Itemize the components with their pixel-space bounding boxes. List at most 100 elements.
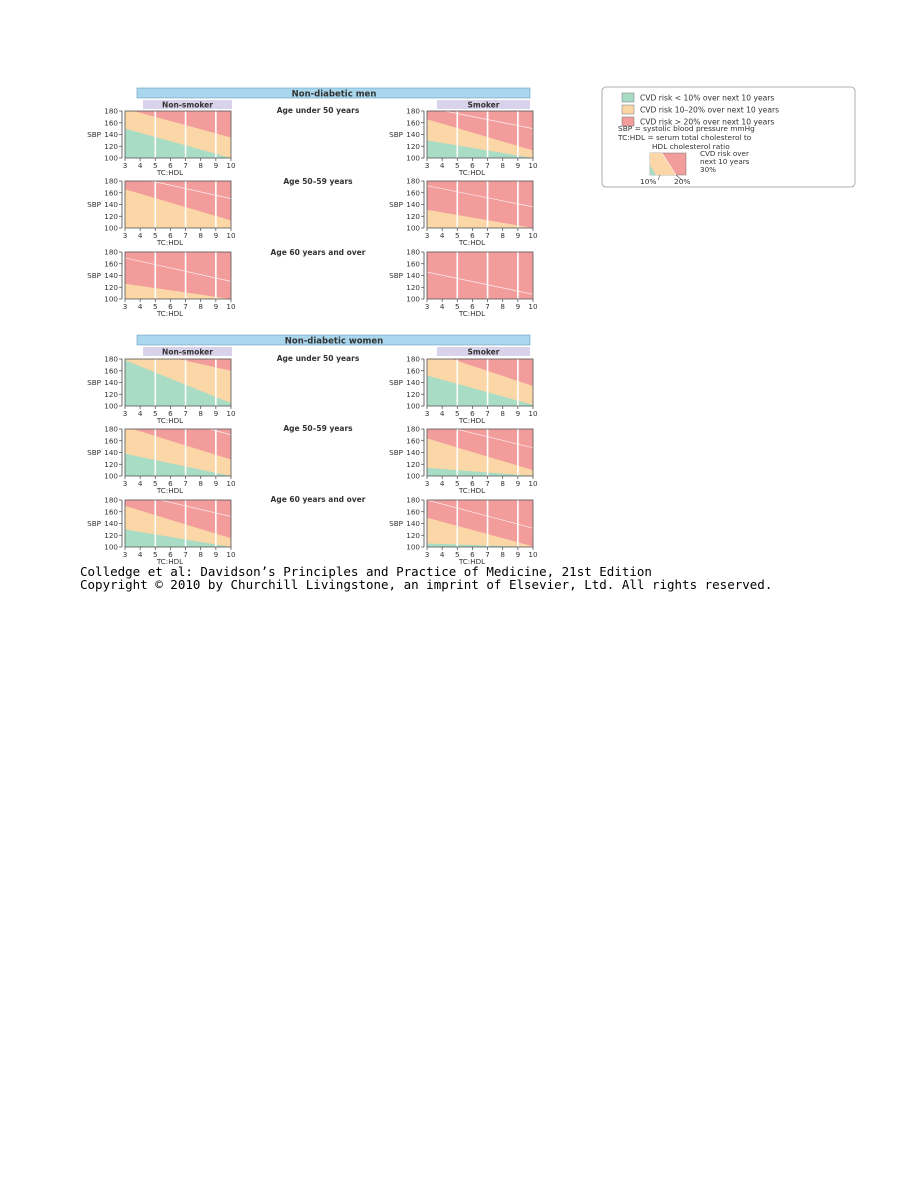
- panel-plot-area: [427, 359, 533, 406]
- panel-frame: [124, 110, 232, 159]
- risk-chart-panel: 100 120 140 160 180 SBP 3 4 5 6 7 8 9 10 TC:HDL: [389, 425, 538, 495]
- age-group-label: Age under 50 years: [277, 106, 360, 115]
- legend-swatch-high: [621, 116, 635, 127]
- y-tick-label: 180: [406, 496, 420, 505]
- panel-frame: [124, 499, 232, 548]
- low-risk-region: [125, 529, 231, 547]
- x-tick-label: 5: [455, 409, 460, 418]
- x-tick-label: 10: [226, 550, 236, 559]
- y-tick-label: 120: [406, 283, 420, 292]
- panel-plot-area: [427, 500, 533, 547]
- y-tick-label: 180: [406, 425, 420, 434]
- x-tick-label: 8: [500, 302, 505, 311]
- y-tick-label: 160: [406, 188, 420, 197]
- x-tick-label: 10: [528, 479, 538, 488]
- panel-frame: [124, 358, 232, 407]
- x-tick-label: 5: [455, 479, 460, 488]
- x-tick-label: 4: [138, 231, 143, 240]
- section-banner: [136, 87, 531, 99]
- risk-chart-panel: 100 120 140 160 180 SBP 3 4 5 6 7 8 9 10 TC:HDL: [87, 496, 236, 566]
- x-tick-label: 9: [214, 231, 219, 240]
- y-tick-label: 120: [406, 460, 420, 469]
- y-tick-label: 140: [406, 271, 420, 280]
- x-tick-label: 8: [198, 479, 203, 488]
- panel-plot-area: [125, 111, 231, 158]
- risk-chart-panel: 100 120 140 160 180 SBP 3 4 5 6 7 8 9 10 TC:HDL: [389, 107, 538, 177]
- y-tick-label: 140: [406, 519, 420, 528]
- legend-note-sbp: SBP = systolic blood pressure mmHg: [618, 124, 755, 133]
- y-tick-label: 140: [104, 200, 118, 209]
- x-tick-label: 4: [440, 231, 445, 240]
- panel-plot-area: [427, 252, 533, 299]
- age-group-label: Age under 50 years: [277, 354, 360, 363]
- y-axis-title: SBP: [389, 378, 403, 387]
- risk-chart-panel: 100 120 140 160 180 SBP 3 4 5 6 7 8 9 10 TC:HDL: [389, 496, 538, 566]
- medium-risk-region: [427, 209, 533, 228]
- x-tick-label: 5: [455, 302, 460, 311]
- y-tick-label: 100: [406, 224, 420, 233]
- legend-swatch-low: [621, 92, 635, 103]
- y-tick-label: 160: [104, 259, 118, 268]
- sample-tick-10: 10%: [640, 177, 656, 186]
- panel-plot-area: [125, 500, 231, 547]
- x-tick-label: 3: [425, 231, 430, 240]
- x-axis-title: TC:HDL: [156, 309, 183, 318]
- nonsmoker-label: Non-smoker: [162, 100, 213, 109]
- copyright-line: Copyright © 2010 by Churchill Livingston…: [80, 577, 773, 592]
- risk-chart-panel: 100 120 140 160 180 SBP 3 4 5 6 7 8 9 10 TC:HDL: [389, 248, 538, 318]
- y-tick-label: 120: [406, 212, 420, 221]
- x-tick-label: 8: [500, 161, 505, 170]
- y-tick-label: 140: [104, 130, 118, 139]
- x-tick-label: 8: [198, 409, 203, 418]
- x-tick-label: 7: [485, 409, 490, 418]
- y-tick-label: 100: [406, 154, 420, 163]
- y-axis-title: SBP: [389, 130, 403, 139]
- panel-plot-area: [427, 181, 533, 228]
- y-tick-label: 120: [104, 390, 118, 399]
- y-tick-label: 180: [104, 248, 118, 257]
- x-tick-label: 8: [198, 550, 203, 559]
- x-tick-label: 8: [198, 231, 203, 240]
- panel-frame: [124, 180, 232, 229]
- y-tick-label: 160: [104, 366, 118, 375]
- x-tick-label: 6: [168, 479, 173, 488]
- y-tick-label: 160: [104, 507, 118, 516]
- x-tick-label: 7: [183, 479, 188, 488]
- x-tick-label: 5: [153, 479, 158, 488]
- y-tick-label: 160: [406, 259, 420, 268]
- risk-30-contour: [149, 181, 231, 199]
- y-tick-label: 160: [406, 507, 420, 516]
- x-tick-label: 10: [528, 161, 538, 170]
- y-axis-title: SBP: [87, 130, 101, 139]
- legend-label-high: CVD risk > 20% over next 10 years: [640, 118, 774, 127]
- x-tick-label: 3: [123, 231, 128, 240]
- y-tick-label: 160: [104, 436, 118, 445]
- x-tick-label: 9: [516, 302, 521, 311]
- x-tick-label: 5: [153, 550, 158, 559]
- x-tick-label: 5: [153, 302, 158, 311]
- low-risk-region: [125, 360, 231, 406]
- x-tick-label: 5: [455, 550, 460, 559]
- y-axis-title: SBP: [87, 271, 101, 280]
- nonsmoker-header: [143, 100, 232, 109]
- x-tick-label: 8: [500, 409, 505, 418]
- section-title: Non-diabetic women: [285, 336, 383, 346]
- x-tick-label: 3: [123, 409, 128, 418]
- x-tick-label: 4: [440, 161, 445, 170]
- y-tick-label: 100: [104, 295, 118, 304]
- y-tick-label: 180: [104, 425, 118, 434]
- y-tick-label: 140: [104, 519, 118, 528]
- panel-frame: [426, 251, 534, 300]
- legend-label-low: CVD risk < 10% over next 10 years: [640, 94, 774, 103]
- x-axis-title: TC:HDL: [156, 486, 183, 495]
- smoker-header: [437, 347, 530, 356]
- risk-chart-panel: 100 120 140 160 180 SBP 3 4 5 6 7 8 9 10 TC:HDL: [87, 177, 236, 247]
- x-tick-label: 4: [138, 479, 143, 488]
- x-tick-label: 4: [138, 550, 143, 559]
- y-tick-label: 180: [406, 248, 420, 257]
- x-tick-label: 5: [153, 409, 158, 418]
- x-tick-label: 6: [168, 231, 173, 240]
- y-tick-label: 180: [406, 355, 420, 364]
- risk-chart-panel: 100 120 140 160 180 SBP 3 4 5 6 7 8 9 10 TC:HDL: [87, 107, 236, 177]
- y-tick-label: 120: [104, 142, 118, 151]
